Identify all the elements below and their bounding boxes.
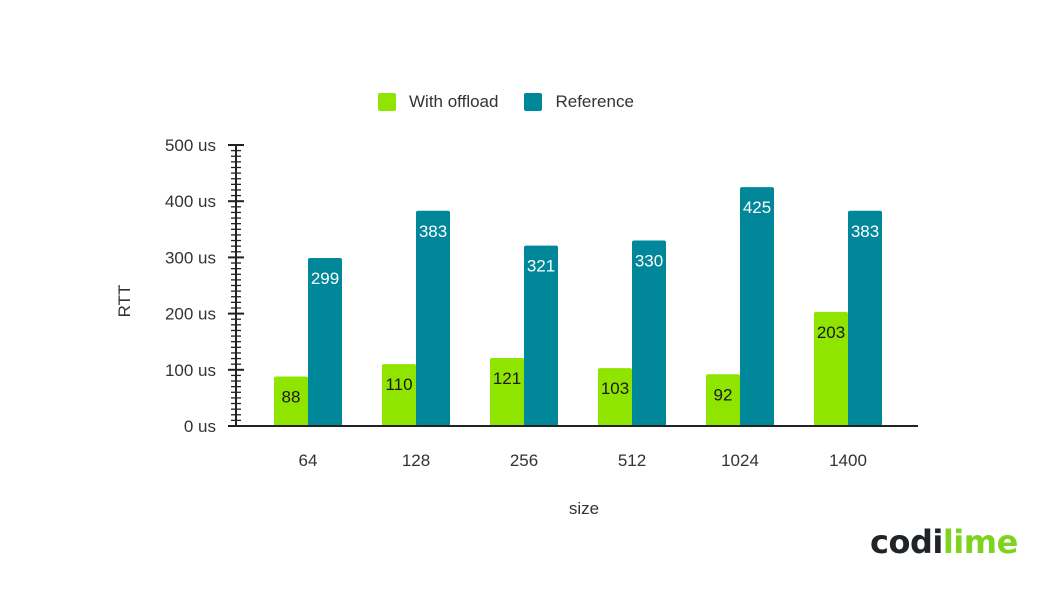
bar-reference-256 xyxy=(524,245,558,426)
logo-text-lime: lime xyxy=(942,523,1018,561)
bar-with-offload-512 xyxy=(598,368,632,426)
legend-swatch-with-offload xyxy=(378,93,396,111)
y-tick-label-400: 400 us xyxy=(165,192,216,211)
legend-label-reference: Reference xyxy=(555,92,634,111)
y-tick-label-200: 200 us xyxy=(165,305,216,324)
x-tick-label-256: 256 xyxy=(510,451,538,470)
y-tick-label-0: 0 us xyxy=(184,417,216,436)
data-label-reference-256: 321 xyxy=(527,257,555,276)
x-tick-label-64: 64 xyxy=(299,451,318,470)
data-label-with-offload-1024: 92 xyxy=(714,385,733,404)
bar-reference-512 xyxy=(632,240,666,426)
bar-with-offload-1400 xyxy=(814,311,848,426)
data-label-with-offload-512: 103 xyxy=(601,379,629,398)
bar-with-offload-128 xyxy=(382,364,416,426)
data-label-with-offload-128: 110 xyxy=(385,375,412,394)
x-tick-label-1024: 1024 xyxy=(721,451,759,470)
axes-group: 0 us 100 us 200 us 300 us 400 us 500 us 64 128 2… xyxy=(165,136,918,470)
legend-label-with-offload: With offload xyxy=(409,92,499,111)
bar-with-offload-256 xyxy=(490,357,524,426)
codilime-logo: codilime xyxy=(870,522,1018,562)
y-tick-label-500: 500 us xyxy=(165,136,216,155)
data-label-reference-128: 383 xyxy=(419,222,447,241)
y-axis-label: RTT xyxy=(115,285,134,318)
data-label-with-offload-64: 88 xyxy=(282,388,301,407)
bar-reference-1024 xyxy=(740,187,774,426)
x-tick-label-128: 128 xyxy=(402,451,430,470)
data-label-with-offload-256: 121 xyxy=(493,369,521,388)
bar-with-offload-1024 xyxy=(706,374,740,426)
data-label-with-offload-1400: 203 xyxy=(817,323,845,342)
bar-reference-64 xyxy=(308,257,342,426)
x-tick-label-1400: 1400 xyxy=(829,451,867,470)
legend: With offload Reference xyxy=(378,92,660,112)
y-tick-label-300: 300 us xyxy=(165,248,216,267)
bar-reference-1400 xyxy=(848,210,882,426)
logo-text-codi: codi xyxy=(870,523,943,561)
x-axis-label: size xyxy=(569,499,599,518)
data-label-reference-512: 330 xyxy=(635,252,663,271)
legend-item-reference: Reference xyxy=(524,92,634,112)
legend-swatch-reference xyxy=(524,93,543,111)
data-label-reference-1024: 425 xyxy=(743,198,771,217)
x-tick-label-512: 512 xyxy=(618,451,646,470)
data-label-reference-1400: 383 xyxy=(851,222,879,241)
bar-with-offload-64 xyxy=(274,376,308,426)
y-tick-label-100: 100 us xyxy=(165,361,216,380)
bars-group: 88 110 121 103 92 203 299 383 321 330 425 383 xyxy=(274,187,882,426)
data-label-reference-64: 299 xyxy=(311,269,339,288)
bar-reference-128 xyxy=(416,210,450,426)
legend-item-with-offload: With offload xyxy=(378,92,498,112)
